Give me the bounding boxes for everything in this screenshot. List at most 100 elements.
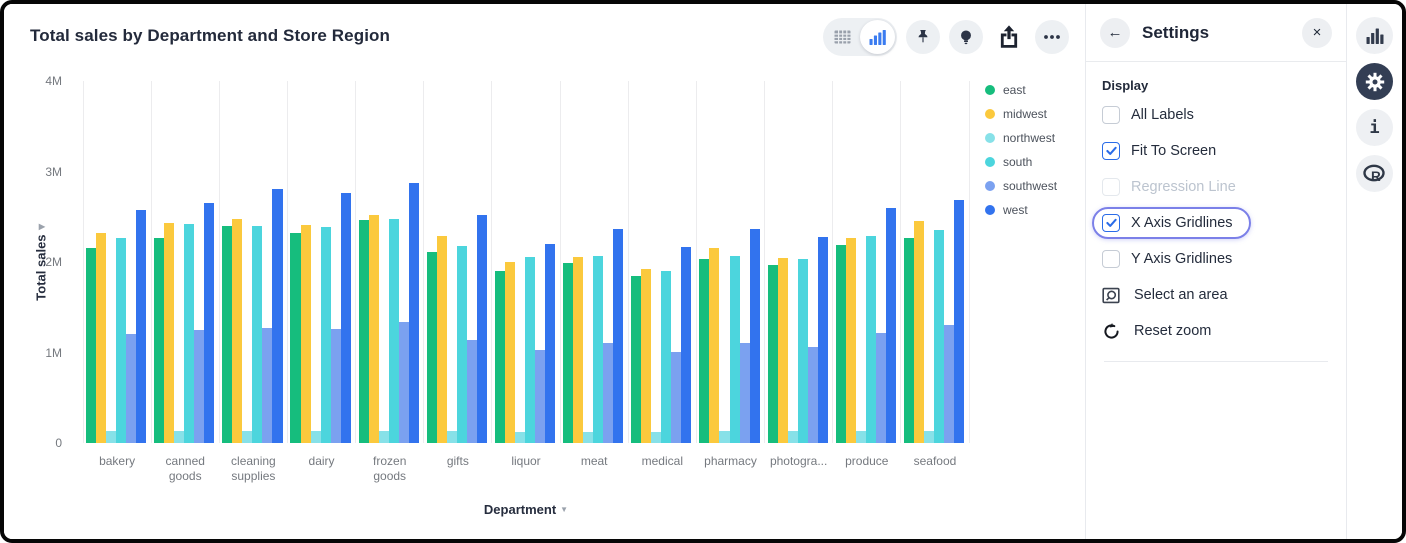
- bar-northwest[interactable]: [515, 432, 526, 443]
- bar-northwest[interactable]: [446, 431, 457, 443]
- sidebar-item-visualization[interactable]: [1356, 17, 1393, 54]
- pin-button[interactable]: [906, 20, 940, 54]
- bar-south[interactable]: [116, 237, 127, 443]
- bar-west[interactable]: [817, 236, 828, 443]
- bar-southwest[interactable]: [466, 339, 477, 443]
- y-axis-gridlines-checkbox[interactable]: [1102, 250, 1120, 268]
- setting-fit-to-screen[interactable]: Fit To Screen: [1102, 133, 1330, 169]
- sidebar-item-settings[interactable]: [1356, 63, 1393, 100]
- bar-midwest[interactable]: [96, 233, 107, 443]
- select-area-action[interactable]: Select an area: [1102, 277, 1330, 313]
- bar-west[interactable]: [954, 200, 965, 443]
- legend-item-midwest[interactable]: midwest: [985, 102, 1057, 126]
- bar-south[interactable]: [865, 235, 876, 443]
- bar-southwest[interactable]: [671, 351, 682, 443]
- bar-south[interactable]: [456, 245, 467, 443]
- legend-item-west[interactable]: west: [985, 198, 1057, 222]
- bar-midwest[interactable]: [573, 256, 584, 443]
- bar-southwest[interactable]: [603, 342, 614, 443]
- bar-northwest[interactable]: [719, 431, 730, 443]
- bar-southwest[interactable]: [262, 328, 273, 443]
- bar-west[interactable]: [476, 214, 487, 443]
- bar-west[interactable]: [545, 243, 556, 443]
- bar-northwest[interactable]: [583, 432, 594, 443]
- bar-south[interactable]: [797, 259, 808, 443]
- reset-zoom-action[interactable]: Reset zoom: [1102, 313, 1330, 349]
- bar-southwest[interactable]: [739, 343, 750, 443]
- close-button[interactable]: ×: [1302, 17, 1332, 48]
- bar-east[interactable]: [222, 225, 233, 443]
- bar-northwest[interactable]: [242, 431, 253, 443]
- bar-midwest[interactable]: [368, 214, 379, 443]
- back-button[interactable]: ←: [1100, 17, 1130, 48]
- bar-south[interactable]: [593, 255, 604, 443]
- bar-east[interactable]: [699, 259, 710, 443]
- bar-west[interactable]: [136, 210, 147, 443]
- bar-south[interactable]: [729, 255, 740, 443]
- bar-west[interactable]: [340, 193, 351, 443]
- bar-west[interactable]: [749, 228, 760, 443]
- bar-midwest[interactable]: [300, 224, 311, 443]
- bar-midwest[interactable]: [164, 223, 175, 443]
- bar-midwest[interactable]: [709, 248, 720, 443]
- bar-west[interactable]: [272, 188, 283, 443]
- bar-east[interactable]: [154, 237, 165, 443]
- bar-southwest[interactable]: [875, 332, 886, 443]
- bar-southwest[interactable]: [807, 347, 818, 443]
- bar-southwest[interactable]: [330, 328, 341, 443]
- bar-east[interactable]: [903, 237, 914, 443]
- bar-northwest[interactable]: [923, 431, 934, 443]
- bar-southwest[interactable]: [398, 321, 409, 443]
- bar-south[interactable]: [252, 225, 263, 443]
- bar-midwest[interactable]: [845, 238, 856, 443]
- setting-x-axis-gridlines[interactable]: X Axis Gridlines: [1092, 205, 1330, 241]
- bar-northwest[interactable]: [651, 432, 662, 443]
- bar-midwest[interactable]: [232, 219, 243, 443]
- bar-west[interactable]: [613, 228, 624, 443]
- sidebar-item-r-language[interactable]: R: [1356, 155, 1393, 192]
- bar-east[interactable]: [290, 233, 301, 443]
- bar-southwest[interactable]: [535, 349, 546, 443]
- bar-west[interactable]: [204, 203, 215, 443]
- bar-east[interactable]: [86, 248, 97, 443]
- bar-midwest[interactable]: [504, 262, 515, 443]
- legend-item-south[interactable]: south: [985, 150, 1057, 174]
- bar-south[interactable]: [933, 230, 944, 443]
- legend-item-northwest[interactable]: northwest: [985, 126, 1057, 150]
- bar-south[interactable]: [525, 256, 536, 443]
- bar-northwest[interactable]: [378, 431, 389, 443]
- bar-southwest[interactable]: [194, 329, 205, 443]
- chart-view-button[interactable]: [860, 20, 895, 54]
- bar-west[interactable]: [408, 183, 419, 443]
- bar-south[interactable]: [388, 219, 399, 443]
- x-axis-gridlines-checkbox[interactable]: [1102, 214, 1120, 232]
- bar-midwest[interactable]: [641, 269, 652, 443]
- bar-northwest[interactable]: [106, 431, 117, 443]
- bar-east[interactable]: [631, 275, 642, 443]
- bar-northwest[interactable]: [174, 431, 185, 443]
- bar-southwest[interactable]: [126, 333, 137, 443]
- bar-northwest[interactable]: [310, 431, 321, 443]
- bar-southwest[interactable]: [944, 325, 955, 443]
- sidebar-item-info[interactable]: i: [1356, 109, 1393, 146]
- bar-west[interactable]: [681, 246, 692, 443]
- bar-east[interactable]: [358, 220, 369, 443]
- bar-midwest[interactable]: [777, 258, 788, 443]
- bar-northwest[interactable]: [855, 431, 866, 443]
- bar-south[interactable]: [184, 224, 195, 443]
- all-labels-checkbox[interactable]: [1102, 106, 1120, 124]
- share-button[interactable]: [992, 20, 1026, 54]
- legend-item-southwest[interactable]: southwest: [985, 174, 1057, 198]
- x-axis-title[interactable]: Department ▼: [483, 502, 569, 517]
- bar-east[interactable]: [494, 271, 505, 443]
- table-view-button[interactable]: [825, 20, 860, 54]
- setting-y-axis-gridlines[interactable]: Y Axis Gridlines: [1102, 241, 1330, 277]
- insights-button[interactable]: [949, 20, 983, 54]
- more-options-button[interactable]: [1035, 20, 1069, 54]
- bar-east[interactable]: [563, 262, 574, 443]
- bar-east[interactable]: [835, 244, 846, 443]
- bar-midwest[interactable]: [436, 235, 447, 443]
- bar-south[interactable]: [320, 226, 331, 443]
- bar-northwest[interactable]: [787, 431, 798, 443]
- bar-east[interactable]: [767, 264, 778, 443]
